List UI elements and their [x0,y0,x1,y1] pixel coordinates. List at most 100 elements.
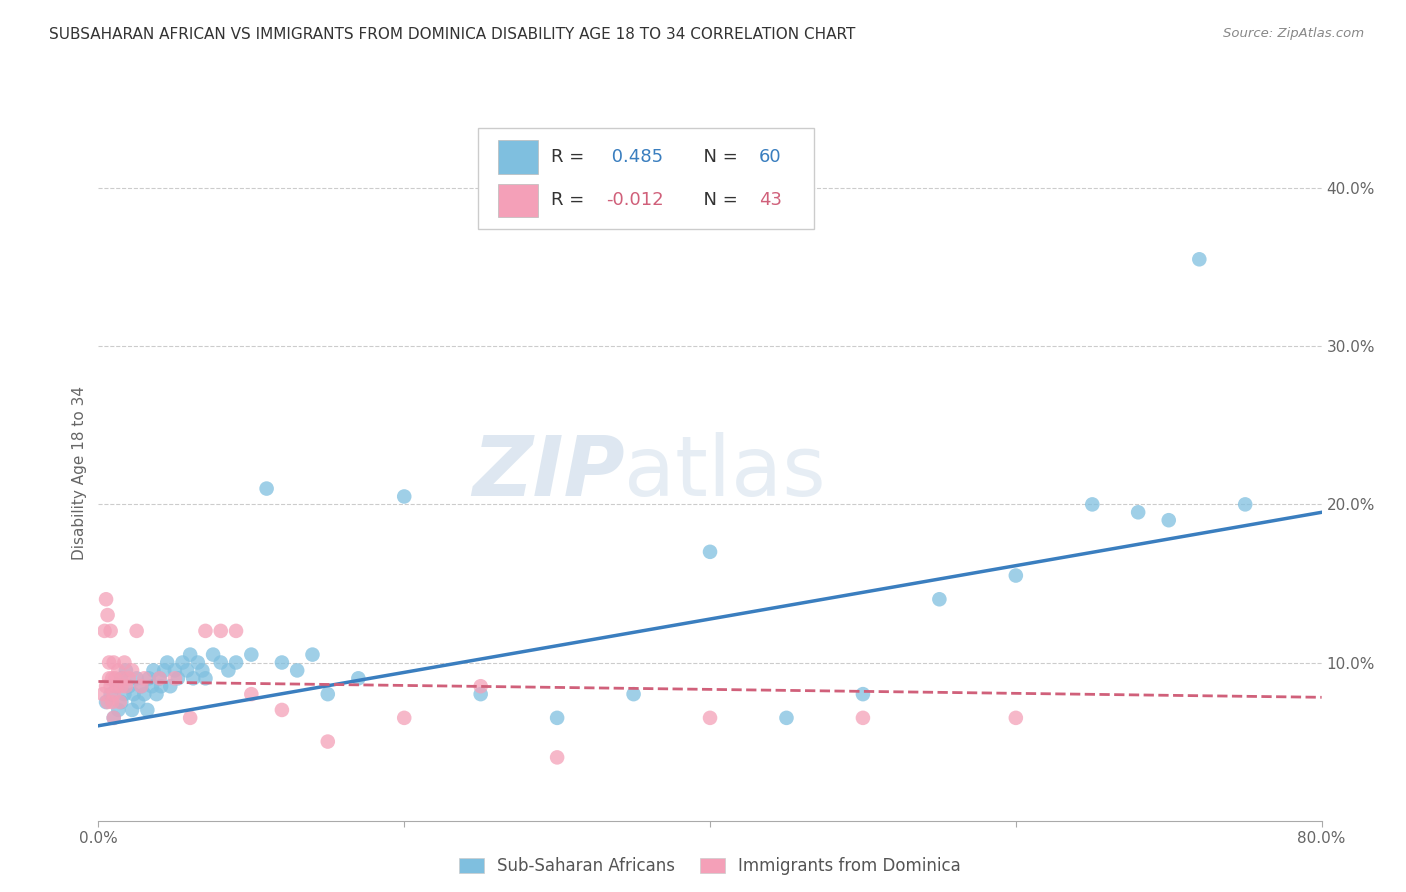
Point [129,679,152,693]
Point [91,687,114,701]
Point [125,624,148,638]
Point [775,711,797,725]
Point [101,671,124,685]
Point [150,679,173,693]
Point [111,671,134,685]
Point [103,687,125,701]
Point [145,687,167,701]
Point [97,695,120,709]
Point [194,671,217,685]
Point [103,711,125,725]
Point [623,687,645,701]
Point [699,711,721,725]
Point [149,671,172,685]
Point [121,703,143,717]
Point [928,592,950,607]
Text: N =: N = [692,148,744,166]
Text: atlas: atlas [624,433,827,513]
Point [103,656,125,670]
Point [107,703,129,717]
Point [100,679,122,693]
Point [118,679,141,693]
Text: 0.485: 0.485 [606,148,664,166]
Point [94,592,117,607]
Point [347,671,370,685]
Point [179,648,201,662]
Text: R =: R = [551,148,591,166]
Point [852,711,875,725]
Point [153,664,176,678]
Point [1188,252,1211,267]
Point [1004,711,1026,725]
Point [194,624,217,638]
Point [159,679,181,693]
Point [225,624,247,638]
Point [103,711,125,725]
Text: ZIP: ZIP [472,433,624,513]
FancyBboxPatch shape [478,128,814,229]
Point [94,679,117,693]
Point [1081,497,1104,511]
Point [97,608,120,623]
Text: -0.012: -0.012 [606,192,664,210]
Point [1004,568,1026,582]
Text: Source: ZipAtlas.com: Source: ZipAtlas.com [1223,27,1364,40]
Point [115,664,138,678]
Point [94,695,117,709]
Point [138,671,160,685]
Point [93,624,115,638]
Point [217,664,239,678]
Point [209,624,232,638]
Point [172,656,194,670]
Point [1128,505,1150,519]
Point [225,656,247,670]
Point [134,671,156,685]
Point [163,664,186,678]
Point [181,671,204,685]
Point [163,671,186,685]
Point [546,711,568,725]
Point [112,656,135,670]
FancyBboxPatch shape [498,184,537,217]
Point [142,664,165,678]
Point [127,695,149,709]
Text: R =: R = [551,192,591,210]
Point [240,648,263,662]
Point [301,648,323,662]
Point [270,656,292,670]
Point [240,687,263,701]
Point [316,687,339,701]
Legend: Sub-Saharan Africans, Immigrants from Dominica: Sub-Saharan Africans, Immigrants from Do… [453,851,967,882]
Text: N =: N = [692,192,744,210]
Point [546,750,568,764]
Text: 60: 60 [759,148,782,166]
Point [105,679,128,693]
Point [108,695,131,709]
Point [156,656,179,670]
Point [187,656,209,670]
Text: SUBSAHARAN AFRICAN VS IMMIGRANTS FROM DOMINICA DISABILITY AGE 18 TO 34 CORRELATI: SUBSAHARAN AFRICAN VS IMMIGRANTS FROM DO… [49,27,856,42]
Point [470,679,492,693]
Point [285,664,308,678]
Point [136,703,159,717]
Point [852,687,875,701]
Point [115,679,138,693]
Point [316,734,339,748]
Point [392,490,416,504]
Point [125,671,148,685]
Point [167,671,190,685]
Point [121,664,143,678]
Point [470,687,492,701]
Point [112,687,135,701]
Point [101,695,124,709]
Point [191,664,214,678]
Point [100,624,122,638]
Point [202,648,225,662]
Point [110,695,132,709]
Point [392,711,416,725]
Point [129,679,152,693]
Point [110,679,132,693]
Point [122,687,145,701]
Point [256,482,278,496]
Point [104,671,127,685]
